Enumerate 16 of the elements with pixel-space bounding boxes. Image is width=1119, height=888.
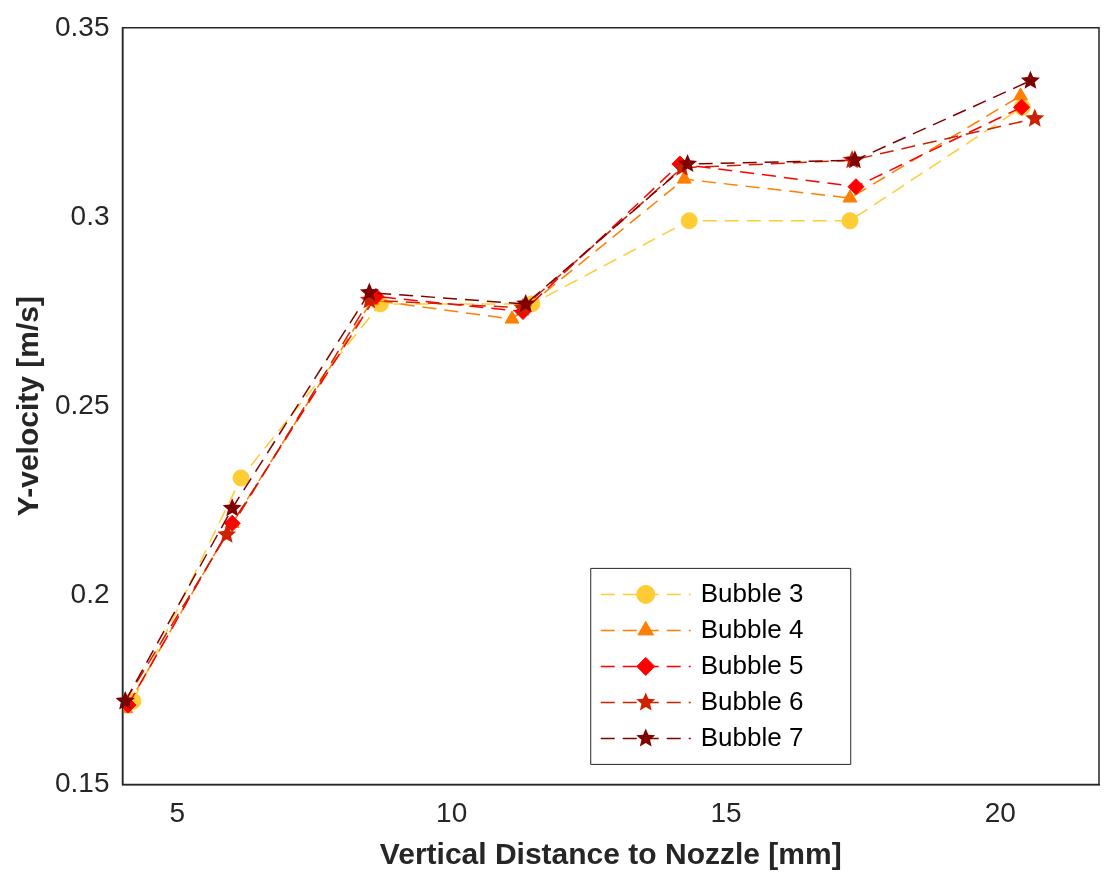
y-tick-label: 0.2 [70, 577, 110, 609]
x-tick-label: 10 [436, 796, 468, 828]
x-axis-title: Vertical Distance to Nozzle [mm] [379, 837, 842, 871]
y-tick-label: 0.35 [55, 10, 110, 42]
legend-label: Bubble 4 [700, 613, 804, 644]
y-tick-label: 0.3 [70, 199, 110, 231]
legend-label: Bubble 7 [700, 721, 804, 752]
legend-label: Bubble 5 [700, 649, 804, 680]
y-tick-label: 0.25 [55, 388, 110, 420]
legend-label: Bubble 6 [700, 685, 804, 716]
y-tick-label: 0.15 [55, 767, 110, 799]
y-axis-title: Y-velocity [m/s] [11, 296, 45, 517]
x-tick-label: 15 [710, 796, 742, 828]
x-tick-label: 5 [169, 796, 186, 828]
x-tick-label: 20 [984, 796, 1016, 828]
legend-label: Bubble 3 [700, 577, 804, 608]
